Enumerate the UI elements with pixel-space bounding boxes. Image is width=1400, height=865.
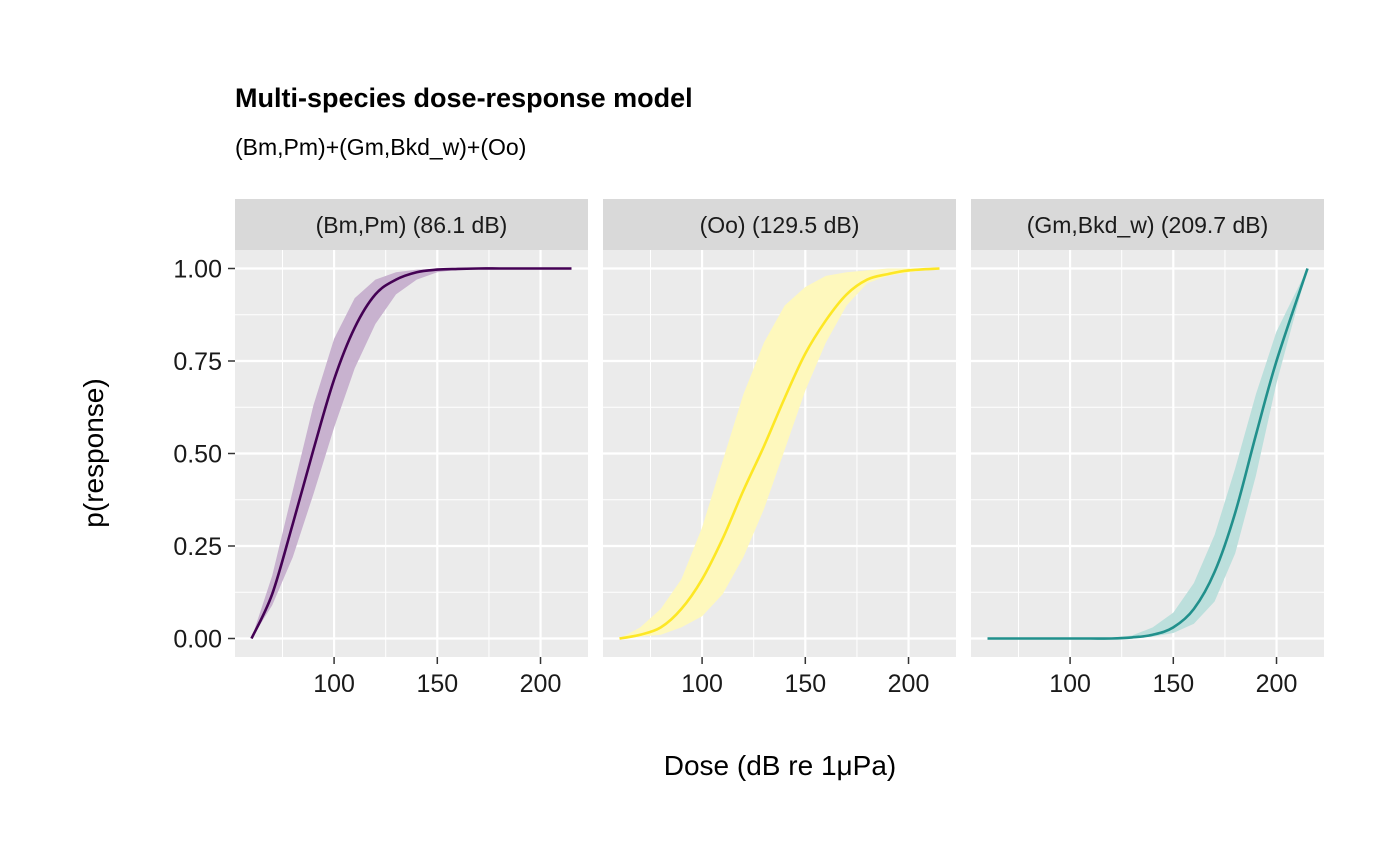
x-tick-label: 200 [1256, 670, 1298, 698]
chart-subtitle: (Bm,Pm)+(Gm,Bkd_w)+(Oo) [235, 134, 526, 160]
x-tick-label: 100 [1049, 670, 1091, 698]
response-curve [987, 268, 1309, 640]
response-curve [250, 267, 572, 640]
y-tick-label: 0.25 [173, 533, 222, 561]
facet-strip-label: (Bm,Pm) (86.1 dB) [316, 212, 508, 238]
facet-panel: (Bm,Pm) (86.1 dB) 100 150 200 [235, 199, 588, 698]
facet-strip [235, 199, 588, 250]
x-tick-label: 200 [888, 670, 930, 698]
facet-panel: (Gm,Bkd_w) (209.7 dB) 100 150 200 [971, 199, 1324, 698]
y-tick-label: 1.00 [173, 256, 222, 284]
facet-strip-label: (Gm,Bkd_w) (209.7 dB) [1027, 212, 1269, 238]
chart-title: Multi-species dose-response model [235, 83, 693, 113]
facet-strip [971, 199, 1324, 250]
response-curve [619, 267, 940, 640]
facet-strip [603, 199, 956, 250]
y-tick-label: 0.50 [173, 441, 222, 469]
facet-panel: (Oo) (129.5 dB) 100 150 200 [603, 199, 956, 698]
confidence-band [251, 268, 572, 639]
y-tick-label: 0.75 [173, 348, 222, 376]
y-axis: 0.00 0.25 0.50 0.75 1.00 [173, 256, 235, 654]
x-tick-label: 150 [784, 670, 826, 698]
x-tick-label: 200 [520, 670, 562, 698]
x-tick-label: 150 [1152, 670, 1194, 698]
confidence-band [619, 268, 940, 639]
x-tick-label: 100 [681, 670, 723, 698]
facet-panels: (Bm,Pm) (86.1 dB)100 150 200(Oo) (129.5 dB… [235, 199, 1324, 698]
x-tick-label: 150 [416, 670, 458, 698]
facet-strip-label: (Oo) (129.5 dB) [700, 212, 860, 238]
confidence-band [987, 268, 1308, 639]
y-axis-title: p(response) [78, 378, 109, 527]
x-axis-title: Dose (dB re 1μPa) [664, 750, 896, 781]
y-tick-label: 0.00 [173, 626, 222, 654]
x-tick-label: 100 [313, 670, 355, 698]
